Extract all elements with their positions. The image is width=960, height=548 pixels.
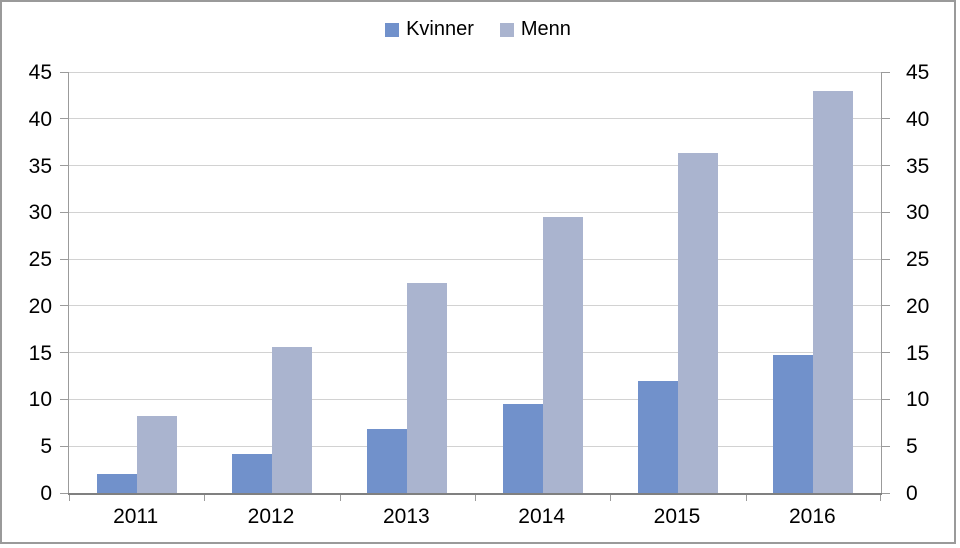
x-tick <box>610 495 612 501</box>
y-tick-label: 10 <box>28 388 52 412</box>
x-tick <box>880 495 881 501</box>
y-tick-label: 35 <box>906 154 930 178</box>
bar-kvinner-2011 <box>96 474 137 493</box>
x-axis-label-2013: 2013 <box>382 505 430 528</box>
y-tick-right-45 <box>882 71 890 73</box>
bar-kvinner-2016 <box>773 355 814 493</box>
y-tick-left-0 <box>60 492 68 494</box>
y-tick-label: 0 <box>40 482 52 505</box>
y-tick-left-10 <box>60 398 68 400</box>
bar-group-2011 <box>69 72 204 493</box>
kvinner-swatch-icon <box>385 22 400 37</box>
legend-label-kvinner: Kvinner <box>406 18 474 40</box>
y-tick-left-25 <box>60 258 68 260</box>
y-tick-label: 20 <box>906 294 930 318</box>
bar-kvinner-2015 <box>637 380 678 493</box>
bar-menn-2012 <box>271 347 312 493</box>
bar-group-2013 <box>340 72 475 493</box>
y-tick-left-40 <box>60 118 68 120</box>
y-tick-label: 5 <box>40 435 52 459</box>
menn-swatch-icon <box>499 22 514 37</box>
bar-menn-2011 <box>136 416 177 493</box>
y-tick-label: 25 <box>906 248 930 272</box>
y-tick-right-40 <box>882 118 890 120</box>
y-tick-label: 25 <box>28 248 52 272</box>
x-tick <box>339 495 341 501</box>
y-tick-label: 30 <box>28 201 52 225</box>
y-tick-left-15 <box>60 352 68 354</box>
gridline-5 <box>69 445 881 447</box>
bar-menn-2016 <box>813 90 854 493</box>
legend-label-menn: Menn <box>520 18 571 40</box>
gridline-30 <box>69 211 881 213</box>
y-tick-right-5 <box>882 445 890 447</box>
y-tick-left-35 <box>60 165 68 167</box>
gridline-25 <box>69 258 881 260</box>
y-tick-right-10 <box>882 398 890 400</box>
bar-group-2016 <box>746 72 881 493</box>
y-tick-label: 40 <box>906 107 930 131</box>
x-axis-labels: 2011 2012 2013 2014 2015 2016 <box>68 505 880 531</box>
gridline-10 <box>69 398 881 400</box>
y-axis-right-labels: 0 5 10 15 20 25 30 35 40 45 <box>894 61 954 505</box>
x-axis-label-2015: 2015 <box>653 505 701 528</box>
bar-kvinner-2014 <box>502 404 543 493</box>
y-tick-right-25 <box>882 258 890 260</box>
y-tick-label: 15 <box>906 341 930 365</box>
x-axis-label-2011: 2011 <box>113 505 159 528</box>
bar-menn-2014 <box>542 217 583 493</box>
y-tick-left-20 <box>60 305 68 307</box>
bar-group-2012 <box>204 72 339 493</box>
y-tick-right-15 <box>882 352 890 354</box>
y-tick-right-0 <box>882 492 890 494</box>
x-tick <box>745 495 747 501</box>
legend-item-menn: Menn <box>499 18 571 41</box>
y-tick-label: 35 <box>28 154 52 178</box>
y-tick-label: 15 <box>28 341 52 365</box>
y-tick-right-30 <box>882 211 890 213</box>
x-axis-label-2014: 2014 <box>518 505 566 528</box>
bar-kvinner-2013 <box>367 429 408 493</box>
y-tick-right-20 <box>882 305 890 307</box>
y-axis-left-labels: 0 5 10 15 20 25 30 35 40 45 <box>2 61 58 505</box>
bar-menn-2015 <box>677 153 718 493</box>
legend-item-kvinner: Kvinner <box>385 18 474 41</box>
plot-area <box>60 71 890 501</box>
y-tick-label: 30 <box>906 201 930 225</box>
y-tick-right-35 <box>882 165 890 167</box>
y-tick-label: 0 <box>906 482 918 505</box>
bar-group-2014 <box>475 72 610 493</box>
x-axis-label-2016: 2016 <box>788 505 836 528</box>
x-tick <box>204 495 206 501</box>
gridline-40 <box>69 118 881 120</box>
y-tick-left-45 <box>60 71 68 73</box>
x-tick <box>475 495 476 501</box>
y-tick-label: 5 <box>906 435 918 459</box>
y-tick-left-5 <box>60 445 68 447</box>
gridline-15 <box>69 352 881 354</box>
gridline-20 <box>69 305 881 307</box>
bar-group-2015 <box>610 72 745 493</box>
legend: Kvinner Menn <box>2 18 954 41</box>
y-tick-label: 20 <box>28 294 52 318</box>
y-tick-label: 10 <box>906 388 930 412</box>
bar-kvinner-2012 <box>231 453 272 493</box>
y-tick-left-30 <box>60 211 68 213</box>
bar-menn-2013 <box>407 282 448 493</box>
x-axis-line <box>68 493 882 495</box>
gridline-35 <box>69 165 881 167</box>
y-tick-label: 45 <box>906 61 930 84</box>
y-tick-label: 40 <box>28 107 52 131</box>
y-tick-label: 45 <box>28 61 52 84</box>
x-axis-label-2012: 2012 <box>247 505 295 528</box>
gridline-45 <box>69 71 881 73</box>
x-tick <box>69 495 70 501</box>
